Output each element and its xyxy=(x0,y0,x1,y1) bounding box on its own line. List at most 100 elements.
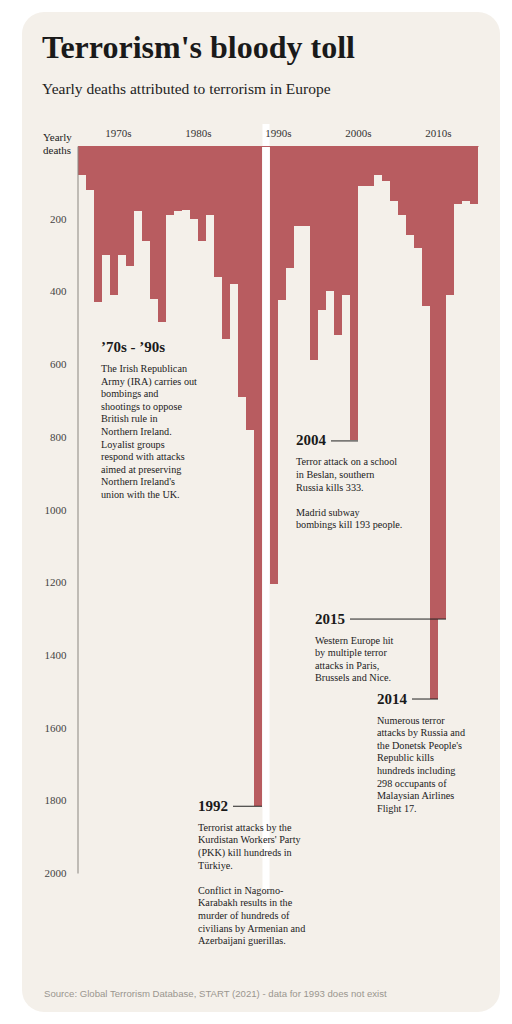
bar xyxy=(270,146,278,584)
annotation-text: Western Europe hit xyxy=(315,635,394,646)
x-tick: 2010s xyxy=(425,127,451,146)
y-tick-label: 200 xyxy=(50,213,67,225)
bar xyxy=(86,146,94,190)
annotation-title: 2015 xyxy=(315,611,345,627)
card xyxy=(22,12,500,1012)
x-tick: 1980s xyxy=(185,127,211,146)
y-tick: 1800 xyxy=(45,794,78,806)
annotation-text: 298 occupants of xyxy=(377,778,447,789)
annotation-text: attacks by Russia and xyxy=(377,727,465,738)
x-tick-label: 1990s xyxy=(265,127,291,139)
annotation-text: the Donetsk People's xyxy=(377,740,462,751)
annotation-text: Terrorist attacks by the xyxy=(198,822,292,833)
x-tick-label: 1970s xyxy=(105,127,131,139)
y-tick: 800 xyxy=(50,431,78,443)
annotation-title: 2014 xyxy=(377,691,408,707)
annotation-text: Conflict in Nagorno- xyxy=(198,885,284,896)
annotation-text: respond with attacks xyxy=(101,451,185,462)
bar xyxy=(238,146,246,397)
bar xyxy=(326,146,334,291)
annotation: 1992Terrorist attacks by theKurdistan Wo… xyxy=(198,798,305,946)
annotation-text: Army (IRA) carries out xyxy=(101,376,197,388)
annotation-text: Kurdistan Workers' Party xyxy=(198,834,302,845)
bar xyxy=(318,146,326,310)
bar xyxy=(142,146,150,241)
bar xyxy=(94,146,102,302)
bar xyxy=(126,146,134,266)
bar xyxy=(310,146,318,360)
annotation-text: (PKK) kill hundreds in xyxy=(198,847,292,859)
annotation-text: Numerous terror xyxy=(377,715,445,726)
bar xyxy=(198,146,206,241)
chart: Terrorism's bloody tollYearly deaths att… xyxy=(0,0,512,1024)
annotation: 2004Terror attack on a schoolin Beslan, … xyxy=(296,432,402,530)
bar xyxy=(278,146,286,300)
x-tick-label: 1980s xyxy=(185,127,211,139)
bar xyxy=(382,146,390,181)
bar xyxy=(182,146,190,210)
annotation-text: Loyalist groups xyxy=(101,439,165,450)
x-axis-line xyxy=(79,146,479,147)
annotation-text: Karabakh results in the xyxy=(198,897,293,908)
bar xyxy=(230,146,238,284)
annotation-text: Northern Ireland's xyxy=(101,476,175,487)
title: Terrorism's bloody toll xyxy=(42,29,355,65)
annotation: ’70s - ’90s The Irish Republican Army (IRA… xyxy=(101,339,197,500)
annotation-text: The Irish Republican xyxy=(101,363,187,374)
annotation-text: Malaysian Airlines xyxy=(377,790,454,801)
annotation-text: Russia kills 333. xyxy=(296,482,364,493)
y-axis: 200 400 600 800 1000 1200 1400 1600 1800 2000 xyxy=(45,147,79,880)
annotation-text: attacks in Paris, xyxy=(315,660,379,671)
bar xyxy=(414,146,422,248)
bar xyxy=(174,146,182,211)
annotation-text: Brussels and Nice. xyxy=(315,672,391,683)
bar xyxy=(294,146,302,226)
bar xyxy=(190,146,198,219)
y-tick: 1600 xyxy=(45,722,78,734)
y-tick: 1400 xyxy=(45,649,78,661)
bar xyxy=(334,146,342,335)
bar xyxy=(350,146,358,440)
bar xyxy=(374,146,382,175)
annotation-pointer xyxy=(331,440,358,441)
annotation-title: ’70s - ’90s xyxy=(101,339,165,355)
annotation-text: Northern Ireland. xyxy=(101,426,172,437)
x-tick: 2000s xyxy=(345,127,371,146)
y-tick-label: 1800 xyxy=(45,794,68,806)
annotation-pointer xyxy=(350,619,446,620)
bar xyxy=(134,146,142,211)
y-tick-label: 600 xyxy=(50,358,67,370)
bar xyxy=(158,146,166,322)
x-tick-label: 2010s xyxy=(425,127,451,139)
bar xyxy=(214,146,222,277)
bar xyxy=(206,146,214,215)
bar xyxy=(222,146,230,339)
annotation-pointer xyxy=(233,806,262,807)
bars xyxy=(78,146,478,806)
bar xyxy=(302,146,310,226)
x-tick-label: 2000s xyxy=(345,127,371,139)
annotation-text: hundreds including xyxy=(377,765,455,776)
annotation-text: aimed at preserving xyxy=(101,464,181,475)
bar xyxy=(406,146,414,235)
annotation-text: civilians by Armenian and xyxy=(198,923,305,934)
bar xyxy=(102,146,110,255)
y-tick: 200 xyxy=(50,213,78,225)
bar xyxy=(150,146,158,299)
bar xyxy=(438,146,446,619)
x-tick: 1970s xyxy=(105,127,131,146)
bar xyxy=(390,146,398,201)
bar xyxy=(78,146,86,175)
x-tick: 1990s xyxy=(265,127,291,146)
y-tick-label: 1200 xyxy=(45,576,68,588)
annotation-text: Türkiye. xyxy=(198,860,233,871)
y-tick: 1000 xyxy=(45,504,78,516)
y-tick: 2000 xyxy=(45,867,78,879)
bar xyxy=(246,146,254,430)
annotation-text: Terror attack on a school xyxy=(296,456,397,467)
annotation-text: bombings and xyxy=(101,388,158,399)
bar xyxy=(166,146,174,215)
y-tick: 400 xyxy=(50,285,78,297)
bar xyxy=(430,146,438,699)
annotation: 2015Western Europe hitby multiple terror… xyxy=(315,611,446,684)
